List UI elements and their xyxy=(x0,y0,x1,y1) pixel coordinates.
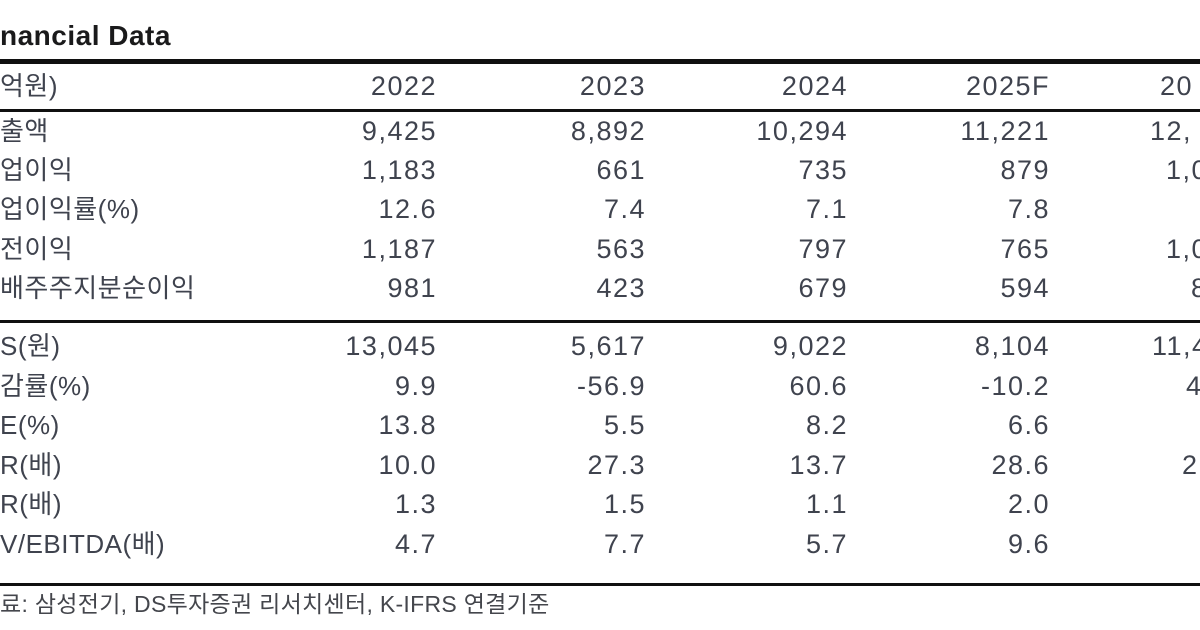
column-header-2025f: 2025F xyxy=(965,71,1050,101)
cell-2024: 5.7 xyxy=(805,528,848,559)
cell-2022: 981 xyxy=(387,272,437,303)
row-label: 업이익 xyxy=(0,155,74,186)
cell-2026f-clipped: 1,0 xyxy=(1166,155,1200,186)
header-divider xyxy=(0,109,1200,112)
cell-2023: 1.5 xyxy=(603,489,646,519)
unit-label: 억원) xyxy=(0,71,58,101)
footer-divider xyxy=(0,583,1200,586)
cell-2025f: 8,104 xyxy=(974,331,1050,361)
table-section-ratios: S(원) 13,045 5,617 9,022 8,104 11,4 감률(%)… xyxy=(0,327,1200,564)
cell-2024: 679 xyxy=(798,272,848,303)
column-header-2022: 2022 xyxy=(370,71,437,101)
cell-2023: 7.4 xyxy=(603,194,646,225)
cell-2022: 1,183 xyxy=(361,155,437,186)
table-row-pretax-profit: 전이익 1,187 563 797 765 1,0 xyxy=(0,230,1200,269)
row-label: 전이익 xyxy=(0,233,74,264)
row-label: 감률(%) xyxy=(0,370,91,401)
cell-2025f: 7.8 xyxy=(1007,194,1050,225)
cell-2023: 5,617 xyxy=(570,331,646,361)
cell-2026f-clipped: 12, xyxy=(1150,116,1193,146)
column-header-2024: 2024 xyxy=(781,71,848,101)
row-label: 업이익률(%) xyxy=(0,194,140,225)
source-note: 료: 삼성전기, DS투자증권 리서치센터, K-IFRS 연결기준 xyxy=(0,591,550,617)
table-section-income: 출액 9,425 8,892 10,294 11,221 12, 업이익 1,1… xyxy=(0,112,1200,308)
cell-2023: 563 xyxy=(596,233,646,264)
table-row-revenue: 출액 9,425 8,892 10,294 11,221 12, xyxy=(0,112,1200,151)
cell-2024: 735 xyxy=(798,155,848,186)
cell-2024: 8.2 xyxy=(805,410,848,440)
cell-2023: 8,892 xyxy=(570,116,646,146)
cell-2022: 4.7 xyxy=(394,528,437,559)
cell-2026f-clipped: 8 xyxy=(1191,269,1200,308)
row-label: S(원) xyxy=(0,331,61,361)
cell-2026f-clipped: 2 xyxy=(1182,449,1199,480)
cell-2023: 7.7 xyxy=(603,528,646,559)
cell-2023: 5.5 xyxy=(603,410,646,440)
cell-2026f-clipped: 11,4 xyxy=(1152,331,1200,361)
table-row-controlling-net-income: 배주주지분순이익 981 423 679 594 8 xyxy=(0,269,1200,308)
cell-2025f: 879 xyxy=(1000,155,1050,186)
title-divider xyxy=(0,59,1200,64)
row-label: 출액 xyxy=(0,116,49,146)
row-label: E(%) xyxy=(0,410,60,440)
cell-2025f: 28.6 xyxy=(991,449,1050,480)
cell-2023: -56.9 xyxy=(576,370,646,401)
cell-2025f: 6.6 xyxy=(1007,410,1050,440)
cell-2024: 1.1 xyxy=(805,489,848,519)
cell-2025f: 2.0 xyxy=(1007,489,1050,519)
section-divider xyxy=(0,320,1200,323)
cell-2022: 10.0 xyxy=(378,449,437,480)
cell-2024: 7.1 xyxy=(805,194,848,225)
cell-2023: 661 xyxy=(596,155,646,186)
table-row-eps: S(원) 13,045 5,617 9,022 8,104 11,4 xyxy=(0,327,1200,367)
column-header-2026f-clipped: 20 xyxy=(1160,71,1194,101)
cell-2024: 797 xyxy=(798,233,848,264)
column-header-2023: 2023 xyxy=(579,71,646,101)
cell-2024: 10,294 xyxy=(756,116,848,146)
cell-2025f: 11,221 xyxy=(960,116,1050,146)
cell-2026f-clipped: 1,0 xyxy=(1166,233,1200,264)
cell-2022: 13.8 xyxy=(378,410,437,440)
cell-2022: 12.6 xyxy=(378,194,437,225)
cell-2026f-clipped: 4 xyxy=(1186,370,1200,401)
page-title: nancial Data xyxy=(0,20,171,51)
cell-2024: 13.7 xyxy=(789,449,848,480)
cell-2023: 27.3 xyxy=(587,449,646,480)
row-label: 배주주지분순이익 xyxy=(0,272,196,303)
cell-2022: 1.3 xyxy=(394,489,437,519)
row-label: R(배) xyxy=(0,489,63,519)
table-row-roe: E(%) 13.8 5.5 8.2 6.6 xyxy=(0,406,1200,446)
cell-2022: 13,045 xyxy=(345,331,437,361)
table-row-pbr: R(배) 1.3 1.5 1.1 2.0 xyxy=(0,485,1200,525)
cell-2023: 423 xyxy=(596,272,646,303)
row-label: V/EBITDA(배) xyxy=(0,528,166,559)
cell-2024: 9,022 xyxy=(772,331,848,361)
cell-2025f: 765 xyxy=(1000,233,1050,264)
table-row-operating-profit: 업이익 1,183 661 735 879 1,0 xyxy=(0,151,1200,190)
table-header-row: 억원) 2022 2023 2024 2025F 20 xyxy=(0,62,1200,110)
cell-2025f: -10.2 xyxy=(980,370,1050,401)
cell-2025f: 594 xyxy=(1000,272,1050,303)
cell-2024: 60.6 xyxy=(789,370,848,401)
cell-2022: 9.9 xyxy=(394,370,437,401)
cell-2022: 1,187 xyxy=(361,233,437,264)
table-row-ev-ebitda: V/EBITDA(배) 4.7 7.7 5.7 9.6 xyxy=(0,525,1200,565)
table-row-eps-growth: 감률(%) 9.9 -56.9 60.6 -10.2 4 xyxy=(0,367,1200,407)
table-row-per: R(배) 10.0 27.3 13.7 28.6 2 xyxy=(0,446,1200,486)
row-label: R(배) xyxy=(0,449,63,480)
table-row-operating-margin: 업이익률(%) 12.6 7.4 7.1 7.8 xyxy=(0,190,1200,229)
cell-2022: 9,425 xyxy=(361,116,437,146)
cell-2025f: 9.6 xyxy=(1007,528,1050,559)
